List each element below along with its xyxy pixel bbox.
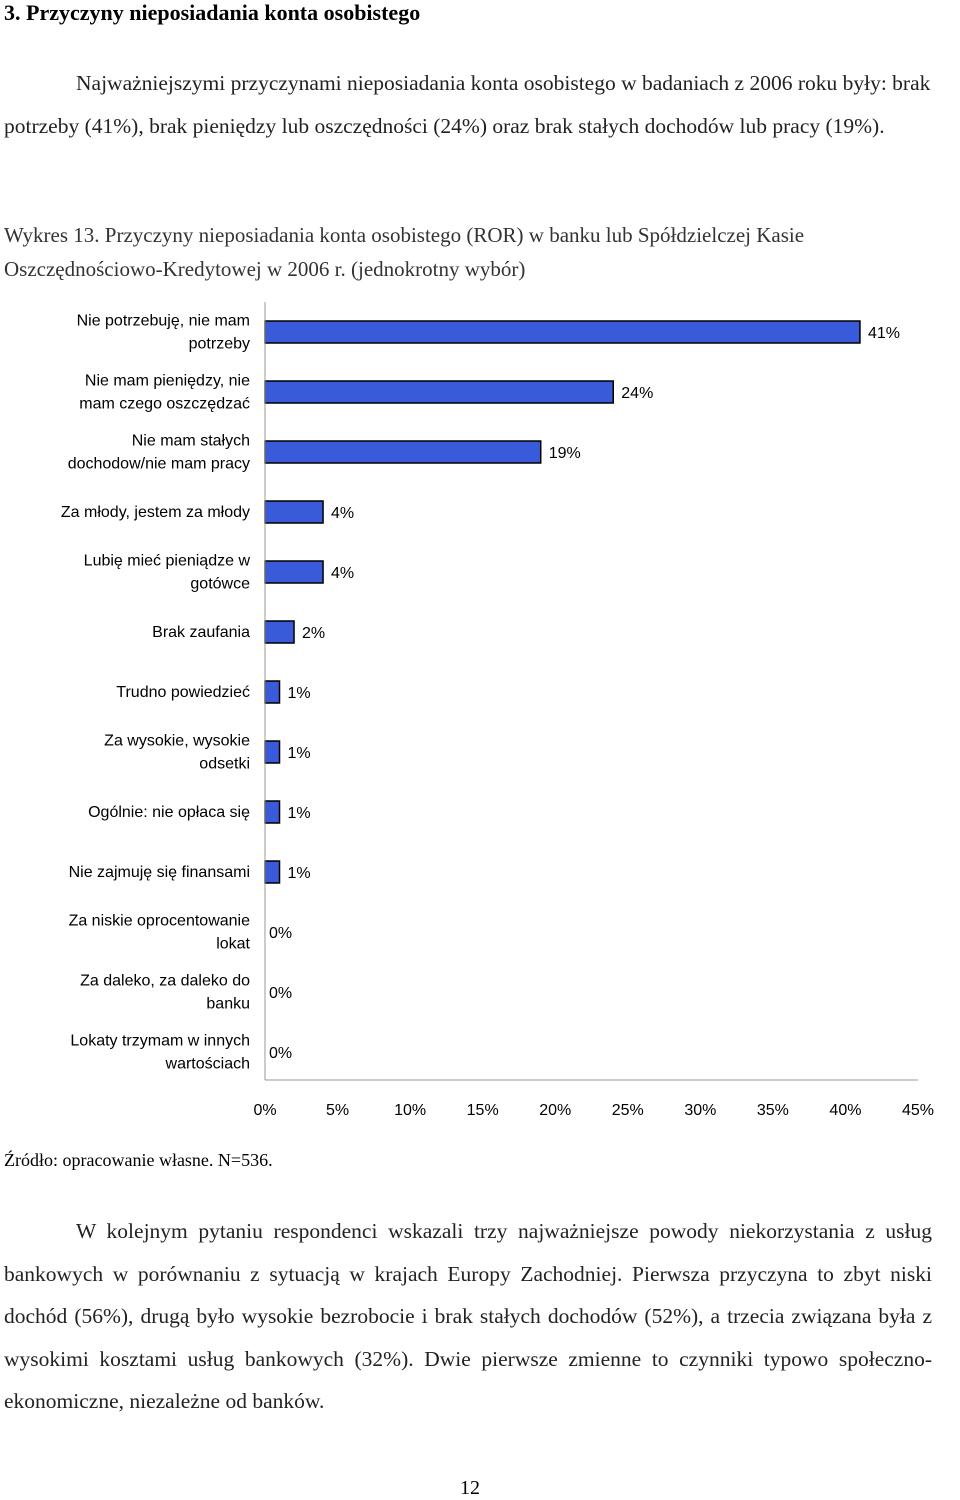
x-tick-label: 45% (902, 1102, 934, 1119)
source-note: Źródło: opracowanie własne. N=536. (4, 1150, 273, 1170)
category-label: Lubię mieć pieniądze w gotówce (84, 553, 251, 593)
x-tick-label: 25% (612, 1102, 644, 1119)
category-label: Za wysokie, wysokie odsetki (104, 733, 250, 773)
value-label: 1% (288, 745, 311, 762)
category-label: Nie zajmuję się finansami (69, 864, 250, 881)
category-label: Za daleko, za daleko do banku (80, 973, 250, 1013)
intro-paragraph: Najważniejszymi przyczynami nieposiadani… (4, 62, 934, 148)
bar (264, 620, 295, 644)
category-label: Za młody, jestem za młody (61, 504, 250, 521)
value-label: 1% (288, 865, 311, 882)
value-label: 4% (331, 505, 354, 522)
bars (264, 320, 861, 884)
bar (264, 560, 324, 584)
bar (264, 680, 281, 704)
category-labels: Nie potrzebuję, nie mam potrzeby Nie mam p… (61, 313, 251, 1073)
category-label: Ogólnie: nie opłaca się (88, 804, 250, 821)
x-tick-label: 0% (253, 1102, 276, 1119)
value-labels: 41% 24% 19% 4% 4% 2% 1% 1% 1% 1% 0% 0% 0% (269, 325, 900, 1062)
value-label: 2% (302, 625, 325, 642)
body-paragraph: W kolejnym pytaniu respondenci wskazali … (4, 1210, 932, 1423)
value-label: 0% (269, 925, 292, 942)
category-label: Trudno powiedzieć (116, 684, 250, 701)
category-label: Lokaty trzymam w innych wartościach (70, 1033, 250, 1073)
category-label: Nie mam pieniędzy, nie mam czego oszczędz… (79, 373, 250, 413)
x-tick-label: 5% (326, 1102, 349, 1119)
value-label: 19% (549, 445, 581, 462)
bar (264, 500, 324, 524)
chart-caption: Wykres 13. Przyczyny nieposiadania konta… (4, 223, 805, 281)
bar (264, 440, 542, 464)
x-tick-label: 40% (829, 1102, 861, 1119)
intro-text: Najważniejszymi przyczynami nieposiadani… (4, 71, 931, 138)
value-label: 1% (288, 805, 311, 822)
x-tick-label: 10% (394, 1102, 426, 1119)
value-label: 0% (269, 985, 292, 1002)
x-tick-label: 20% (539, 1102, 571, 1119)
value-label: 0% (269, 1045, 292, 1062)
bar (264, 860, 281, 884)
category-label: Nie potrzebuję, nie mam potrzeby (77, 313, 250, 353)
bar (264, 320, 861, 344)
x-tick-label: 15% (467, 1102, 499, 1119)
category-label: Nie mam stałych dochodow/nie mam pracy (68, 433, 250, 473)
value-label: 24% (621, 385, 653, 402)
x-tick-labels: 0% 5% 10% 15% 20% 25% 30% 35% 40% 45% (253, 1102, 934, 1119)
category-label: Za niskie oprocentowanie lokat (69, 913, 251, 953)
bar (264, 380, 615, 404)
section-heading: 3. Przyczyny nieposiadania konta osobist… (4, 0, 421, 25)
x-tick-label: 30% (684, 1102, 716, 1119)
page-number: 12 (460, 1477, 480, 1499)
bar-chart: Nie potrzebuję, nie mam potrzeby Nie mam p… (61, 302, 934, 1119)
bar (264, 800, 281, 824)
category-label: Brak zaufania (152, 624, 250, 641)
value-label: 4% (331, 565, 354, 582)
value-label: 1% (288, 685, 311, 702)
value-label: 41% (868, 325, 900, 342)
bar (264, 740, 281, 764)
x-tick-label: 35% (757, 1102, 789, 1119)
body-text: W kolejnym pytaniu respondenci wskazali … (4, 1219, 932, 1413)
